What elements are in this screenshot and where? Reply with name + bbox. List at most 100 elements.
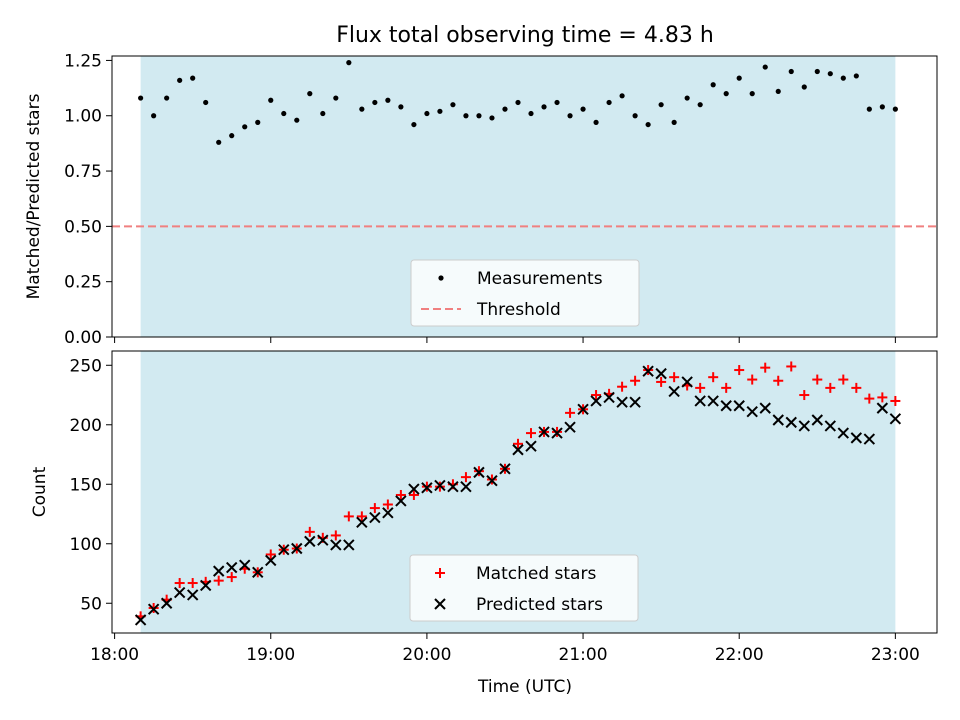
- measurement-point: [697, 102, 703, 108]
- measurement-point: [177, 77, 183, 83]
- predicted-star-point: [707, 395, 719, 407]
- measurement-point: [619, 93, 625, 99]
- measurement-point: [684, 95, 690, 101]
- measurement-point: [281, 110, 287, 117]
- predicted-star-point: [173, 586, 186, 599]
- measurement-point: [346, 60, 352, 66]
- top-y-tick-label: 0.25: [64, 273, 102, 293]
- matched-star-point: [656, 376, 667, 387]
- x-tick-label: 20:00: [402, 645, 451, 665]
- bottom-panel: 50 100 150 200 250 18:00 19:00 20:00 21:00 22:00…: [30, 350, 938, 665]
- top-y-tick-label: 1.00: [64, 107, 102, 127]
- matched-star-point: [825, 382, 836, 393]
- measurement-point: [541, 104, 547, 110]
- measurement-point: [606, 99, 612, 106]
- predicted-star-point: [486, 474, 498, 487]
- predicted-star-point: [772, 414, 784, 426]
- matched-star-point: [330, 530, 341, 541]
- measurement-point: [775, 88, 781, 95]
- measurement-point: [463, 113, 469, 119]
- predicted-star-point: [785, 416, 797, 429]
- measurement-point: [450, 102, 456, 108]
- predicted-star-point: [551, 427, 563, 439]
- predicted-star-point: [798, 420, 810, 432]
- predicted-star-point: [525, 440, 537, 452]
- predicted-star-point: [408, 483, 420, 495]
- matched-star-point: [174, 578, 185, 589]
- legend-box: [410, 259, 640, 327]
- chart-title: Flux total observing time = 4.83 h: [336, 23, 714, 48]
- legend-matched-marker: [435, 568, 445, 578]
- predicted-star-point: [434, 479, 446, 492]
- measurement-point: [515, 99, 521, 106]
- measurement-point: [151, 113, 157, 119]
- matched-star-point: [630, 375, 641, 386]
- matched-star-point: [343, 511, 354, 522]
- matched-star-point: [526, 428, 537, 439]
- top-y-tick-label: 0.50: [64, 217, 102, 237]
- bottom-y-tick-label: 200: [70, 416, 102, 436]
- predicted-star-point: [759, 402, 771, 414]
- measurement-point: [710, 82, 716, 88]
- legend-label: Matched stars: [476, 564, 596, 584]
- measurement-point: [762, 64, 768, 70]
- matched-star-point: [786, 361, 797, 372]
- measurement-point: [229, 133, 235, 139]
- matched-star-point: [708, 372, 719, 383]
- bottom-y-axis: 50 100 150 200 250: [70, 356, 112, 614]
- matched-star-point: [226, 572, 237, 583]
- top-axes-frame: [111, 55, 938, 338]
- predicted-star-point: [590, 395, 602, 407]
- measurement-point: [723, 91, 729, 97]
- matched-star-point: [617, 381, 628, 392]
- predicted-star-point: [837, 427, 850, 439]
- predicted-star-point: [382, 507, 394, 519]
- matched-star-point: [395, 489, 406, 500]
- matched-star-point: [304, 526, 315, 537]
- matched-star-point: [512, 438, 523, 449]
- matched-star-point: [838, 374, 849, 385]
- measurement-point: [255, 119, 261, 125]
- measurement-point: [333, 95, 339, 101]
- measurement-point: [801, 84, 807, 90]
- matched-star-point: [734, 365, 745, 376]
- measurement-point: [788, 68, 794, 75]
- legend-measurement-marker: [438, 275, 444, 281]
- predicted-star-point: [421, 482, 433, 494]
- predicted-star-point: [876, 402, 889, 414]
- matched-star-point: [799, 390, 810, 401]
- predicted-star-point: [564, 421, 576, 433]
- count-points: [134, 361, 902, 626]
- measurement-point: [203, 99, 209, 106]
- matched-star-point: [213, 575, 224, 586]
- measurement-point: [502, 106, 508, 112]
- matched-star-point: [773, 375, 784, 386]
- x-tick-label: 22:00: [715, 645, 764, 665]
- predicted-star-point: [499, 463, 511, 475]
- measurement-point: [567, 113, 573, 119]
- predicted-star-point: [134, 614, 147, 626]
- predicted-star-point: [278, 544, 290, 556]
- measurement-point: [879, 104, 885, 110]
- measurement-point: [827, 71, 833, 77]
- matched-star-point: [877, 392, 888, 403]
- predicted-star-point: [291, 542, 303, 555]
- measurement-point: [489, 115, 495, 121]
- predicted-star-point: [199, 579, 212, 592]
- predicted-star-point: [239, 559, 251, 571]
- top-x-ticks: [114, 337, 896, 343]
- predicted-star-point: [160, 597, 173, 609]
- bottom-y-tick-label: 250: [70, 356, 102, 376]
- matched-star-point: [265, 549, 276, 560]
- predicted-star-point: [811, 414, 823, 426]
- measurement-point: [437, 108, 443, 114]
- measurement-point: [866, 106, 872, 112]
- matched-star-point: [460, 472, 471, 483]
- matched-star-point: [747, 374, 758, 385]
- x-axis-label: Time (UTC): [477, 677, 572, 697]
- predicted-star-point: [694, 395, 706, 407]
- matched-star-point: [864, 393, 875, 404]
- bottom-legend: Matched stars Predicted stars: [409, 554, 639, 622]
- predicted-star-point: [655, 367, 667, 380]
- predicted-star-point: [473, 466, 485, 479]
